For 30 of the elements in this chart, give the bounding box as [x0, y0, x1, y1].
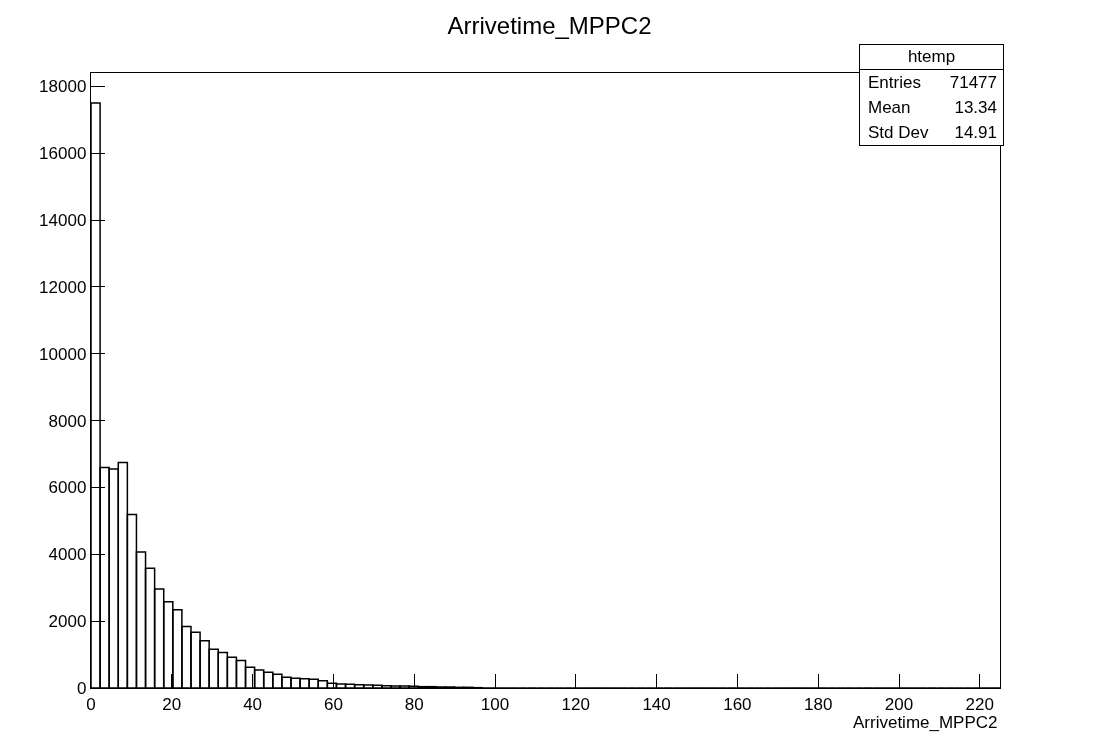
x-tick-label: 160 — [723, 694, 752, 714]
chart-title: Arrivetime_MPPC2 — [447, 12, 652, 40]
y-tick-label: 0 — [76, 678, 87, 698]
y-tick-label: 18000 — [39, 77, 87, 97]
y-tick-label: 14000 — [39, 211, 87, 231]
x-tick-label: 20 — [162, 694, 182, 714]
y-tick-label: 8000 — [48, 411, 87, 431]
annotation: Std Dev — [868, 123, 929, 143]
annotation: Entries — [868, 73, 921, 93]
y-tick-label: 10000 — [39, 344, 87, 364]
x-tick-label: 220 — [965, 694, 994, 714]
annotation: Mean — [868, 98, 911, 118]
text: htemp — [860, 45, 1003, 70]
x-tick-label: 80 — [404, 694, 424, 714]
x-tick-label: 180 — [804, 694, 833, 714]
x-tick-label: 140 — [642, 694, 671, 714]
y-tick-label: 2000 — [48, 612, 87, 632]
y-tick-label: 12000 — [39, 277, 87, 297]
annotation: 14.91 — [954, 123, 997, 143]
y-tick-label: 6000 — [48, 478, 87, 498]
x-tick-label: 120 — [561, 694, 590, 714]
y-tick-label: 4000 — [48, 545, 87, 565]
x-tick-label: 60 — [323, 694, 343, 714]
x-tick-label: 40 — [243, 694, 263, 714]
x-tick-label: 200 — [884, 694, 914, 714]
annotation: 71477 — [949, 73, 997, 93]
annotation: 13.34 — [954, 98, 997, 118]
x-tick-label: 100 — [480, 694, 510, 714]
x-axis-title: Arrivetime_MPPC2 — [853, 713, 998, 732]
y-tick-label: 16000 — [39, 144, 87, 164]
